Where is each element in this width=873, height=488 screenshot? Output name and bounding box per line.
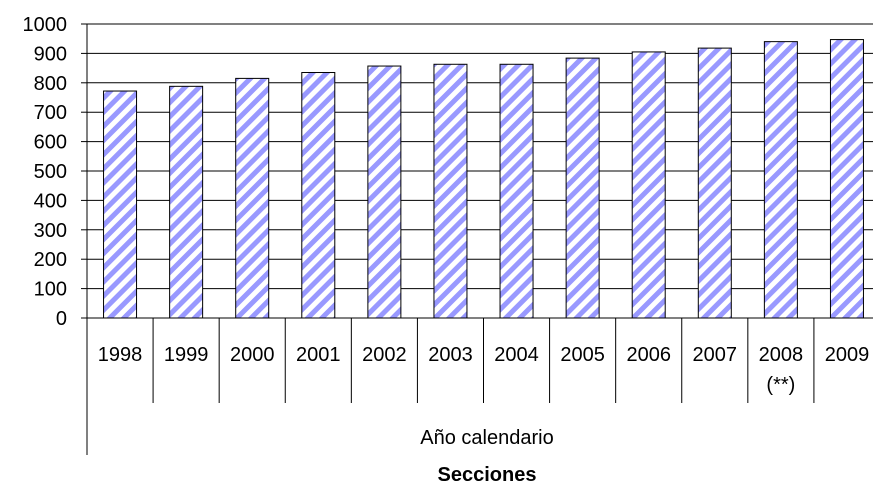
y-tick-label: 100 <box>34 279 67 301</box>
gridlines <box>87 23 873 290</box>
bar-2002 <box>367 65 402 319</box>
y-tick-label: 0 <box>56 308 67 330</box>
y-tick-label: 400 <box>34 190 67 212</box>
x-group-label: Año calendario <box>420 427 553 449</box>
bar-2005 <box>565 57 600 319</box>
bar-1998 <box>103 90 138 319</box>
x-axis-title: Secciones <box>438 464 537 486</box>
x-category-label: 2007 <box>693 344 738 366</box>
x-category-label: 1998 <box>98 344 143 366</box>
bar-2000 <box>235 77 270 319</box>
x-category-label: 1999 <box>164 344 209 366</box>
x-category-label: 2003 <box>428 344 473 366</box>
x-category-label: 2008 <box>759 344 804 366</box>
y-tick-label: 600 <box>34 132 67 154</box>
bar-2004 <box>499 63 534 319</box>
bar-2006 <box>631 51 666 319</box>
x-category-label: 2009 <box>825 344 870 366</box>
y-tick-label: 1000 <box>23 14 68 36</box>
x-category-label: 2006 <box>626 344 671 366</box>
bar-2007 <box>697 47 732 319</box>
bar-2008 <box>763 41 798 319</box>
bar-1999 <box>169 85 204 319</box>
y-tick-label: 900 <box>34 43 67 65</box>
x-category-label: 2005 <box>560 344 605 366</box>
x-category-sublabel: (**) <box>766 374 795 396</box>
y-tick-label: 200 <box>34 249 67 271</box>
x-category-label: 2002 <box>362 344 407 366</box>
bar-2003 <box>433 63 468 319</box>
y-tick-label: 500 <box>34 161 67 183</box>
bars <box>103 39 864 319</box>
bar-2009 <box>829 39 864 319</box>
bar-2001 <box>301 72 336 319</box>
y-tick-label: 700 <box>34 102 67 124</box>
labels: 0 100 200 300 400 500 600 700 800 900 1000 1998 1999… <box>23 14 870 396</box>
x-category-label: 2001 <box>296 344 341 366</box>
y-tick-label: 300 <box>34 220 67 242</box>
x-category-label: 2004 <box>494 344 539 366</box>
x-category-label: 2000 <box>230 344 275 366</box>
y-tick-label: 800 <box>34 73 67 95</box>
axes <box>81 23 873 455</box>
